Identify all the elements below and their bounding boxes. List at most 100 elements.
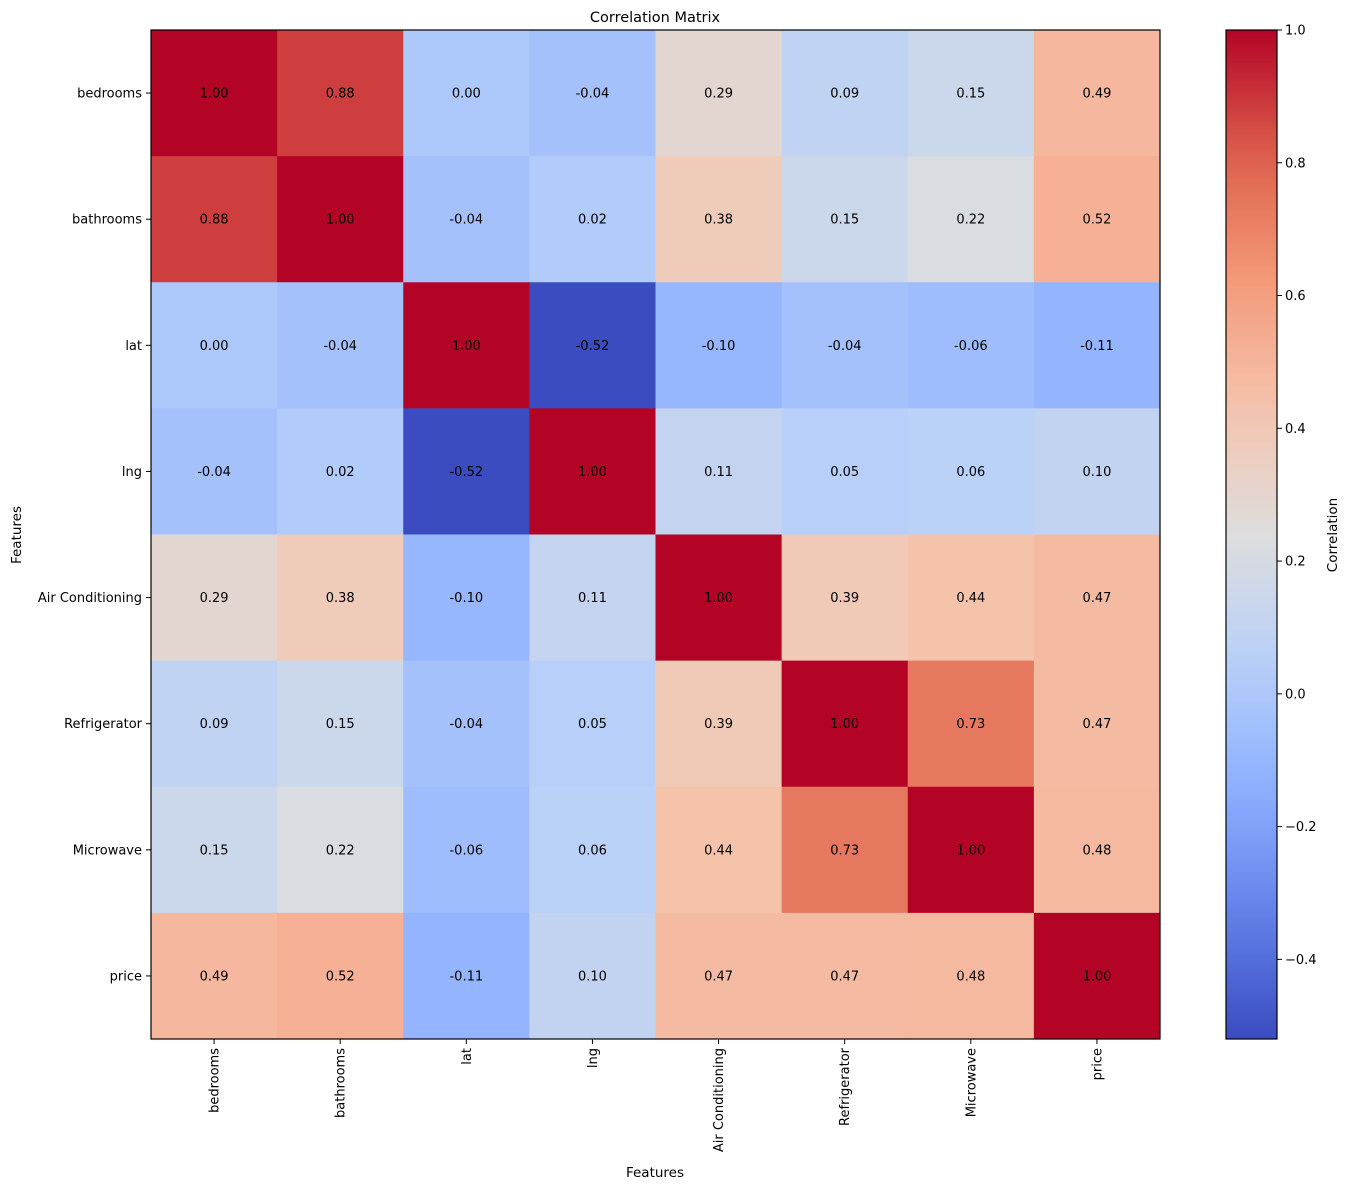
cell-value-label: 0.05 — [578, 717, 607, 732]
cell-value-label: 0.44 — [956, 591, 985, 606]
cell-value-label: 0.22 — [326, 843, 355, 858]
cell-value-label: -0.06 — [954, 339, 988, 354]
x-tick-label: Air Conditioning — [712, 1048, 727, 1152]
heatmap-cell — [655, 534, 783, 662]
cell-value-label: 0.09 — [830, 87, 859, 102]
heatmap-cell — [529, 912, 656, 1040]
cell-value-label: 0.47 — [704, 969, 733, 984]
heatmap-cell — [907, 408, 1035, 535]
cell-value-label: 1.00 — [830, 717, 859, 732]
heatmap-cell — [907, 282, 1035, 409]
colorbar — [1225, 29, 1278, 1040]
x-axis-ticks: bedrooms bathrooms lat lng Air Conditioning R… — [208, 1039, 1105, 1152]
heatmap-cell — [907, 30, 1035, 157]
cell-value-label: 0.02 — [578, 213, 607, 228]
cell-value-label: 0.11 — [578, 591, 607, 606]
cell-value-label: 0.00 — [200, 339, 229, 354]
heatmap-cell — [781, 30, 909, 157]
cell-value-label: 0.73 — [956, 717, 985, 732]
heatmap-cell — [403, 282, 530, 409]
heatmap-cell — [781, 156, 909, 283]
x-tick-label: price — [1090, 1048, 1105, 1080]
plot-frame — [150, 29, 1161, 1040]
cell-value-label: 0.49 — [200, 969, 229, 984]
cell-value-label: 0.44 — [704, 843, 733, 858]
colorbar-tick-label: 0.4 — [1285, 422, 1306, 437]
cell-value-label: 0.38 — [326, 591, 355, 606]
heatmap-cell — [277, 786, 404, 914]
cell-value-label: 0.15 — [326, 717, 355, 732]
heatmap-cell — [403, 786, 530, 914]
heatmap-cell — [151, 30, 278, 157]
heatmap-cell — [781, 282, 909, 409]
cell-value-label: 0.48 — [1082, 843, 1111, 858]
y-tick-label: Microwave — [73, 843, 142, 858]
heatmap-cell — [151, 408, 278, 535]
cell-value-label: -0.11 — [449, 969, 483, 984]
x-tick-label: Refrigerator — [838, 1047, 853, 1126]
heatmap-cell — [1033, 534, 1161, 662]
heatmap-cell — [1033, 282, 1161, 409]
cell-value-label: 0.10 — [1082, 465, 1111, 480]
heatmap-cell — [529, 282, 656, 409]
heatmap-cell — [151, 660, 278, 788]
heatmap-cell — [655, 282, 783, 409]
cell-value-label: 0.15 — [200, 843, 229, 858]
heatmap-cell — [151, 912, 278, 1040]
y-tick-label: price — [110, 969, 142, 984]
x-tick-label: lng — [586, 1048, 601, 1068]
cell-value-label: 0.06 — [578, 843, 607, 858]
cell-value-label: -0.04 — [449, 213, 483, 228]
heatmap-cell — [277, 30, 404, 157]
cell-value-label: 0.29 — [200, 591, 229, 606]
heatmap-cell — [403, 156, 530, 283]
cell-value-label: 0.15 — [956, 87, 985, 102]
cell-value-label: 0.06 — [956, 465, 985, 480]
heatmap-cell — [781, 408, 909, 535]
cell-value-label: 0.02 — [326, 465, 355, 480]
cell-value-label: -0.06 — [449, 843, 483, 858]
cell-value-label: -0.04 — [197, 465, 231, 480]
cell-value-label: 0.00 — [452, 87, 481, 102]
cell-value-label: -0.52 — [576, 339, 610, 354]
heatmap-cell-labels: 1.00 0.88 0.00 -0.04 0.29 0.09 0.15 0.49 0.88 1.0… — [197, 87, 1114, 985]
colorbar-tick-label: 0.8 — [1285, 156, 1306, 171]
cell-value-label: 0.47 — [1082, 591, 1111, 606]
cell-value-label: 0.15 — [830, 213, 859, 228]
heatmap-cell — [529, 408, 656, 535]
heatmap-cell — [781, 660, 909, 788]
heatmap-cell — [403, 30, 530, 157]
x-tick-label: bathrooms — [334, 1048, 349, 1118]
heatmap-cell — [529, 156, 656, 283]
cell-value-label: -0.10 — [449, 591, 483, 606]
colorbar-tick-label: −0.4 — [1285, 953, 1317, 968]
cell-value-label: 0.39 — [830, 591, 859, 606]
x-tick-label: Microwave — [964, 1048, 979, 1117]
cell-value-label: 1.00 — [578, 465, 607, 480]
cell-value-label: 0.22 — [956, 213, 985, 228]
heatmap-cell — [403, 660, 530, 788]
heatmap-cell — [277, 156, 404, 283]
heatmap-cell — [907, 786, 1035, 914]
heatmap-cell — [1033, 30, 1161, 157]
cell-value-label: 0.38 — [704, 213, 733, 228]
cell-value-label: 1.00 — [452, 339, 481, 354]
heatmap-cell — [907, 156, 1035, 283]
colorbar-tick-label: 0.6 — [1285, 289, 1306, 304]
heatmap-cell — [655, 660, 783, 788]
heatmap-cell — [529, 534, 656, 662]
heatmap-cell — [277, 660, 404, 788]
cell-value-label: 0.11 — [704, 465, 733, 480]
heatmap-cell — [529, 660, 656, 788]
heatmap-cell — [1033, 408, 1161, 535]
heatmap-cell — [655, 786, 783, 914]
cell-value-label: 0.05 — [830, 465, 859, 480]
colorbar-ticks: 1.0 0.8 0.6 0.4 0.2 0.0 −0.2 −0.4 — [1277, 24, 1317, 968]
cell-value-label: -0.04 — [828, 339, 862, 354]
heatmap-cell — [151, 156, 278, 283]
heatmap-cell — [781, 534, 909, 662]
heatmap-cell — [781, 912, 909, 1040]
cell-value-label: 0.09 — [200, 717, 229, 732]
heatmap-cell — [1033, 660, 1161, 788]
